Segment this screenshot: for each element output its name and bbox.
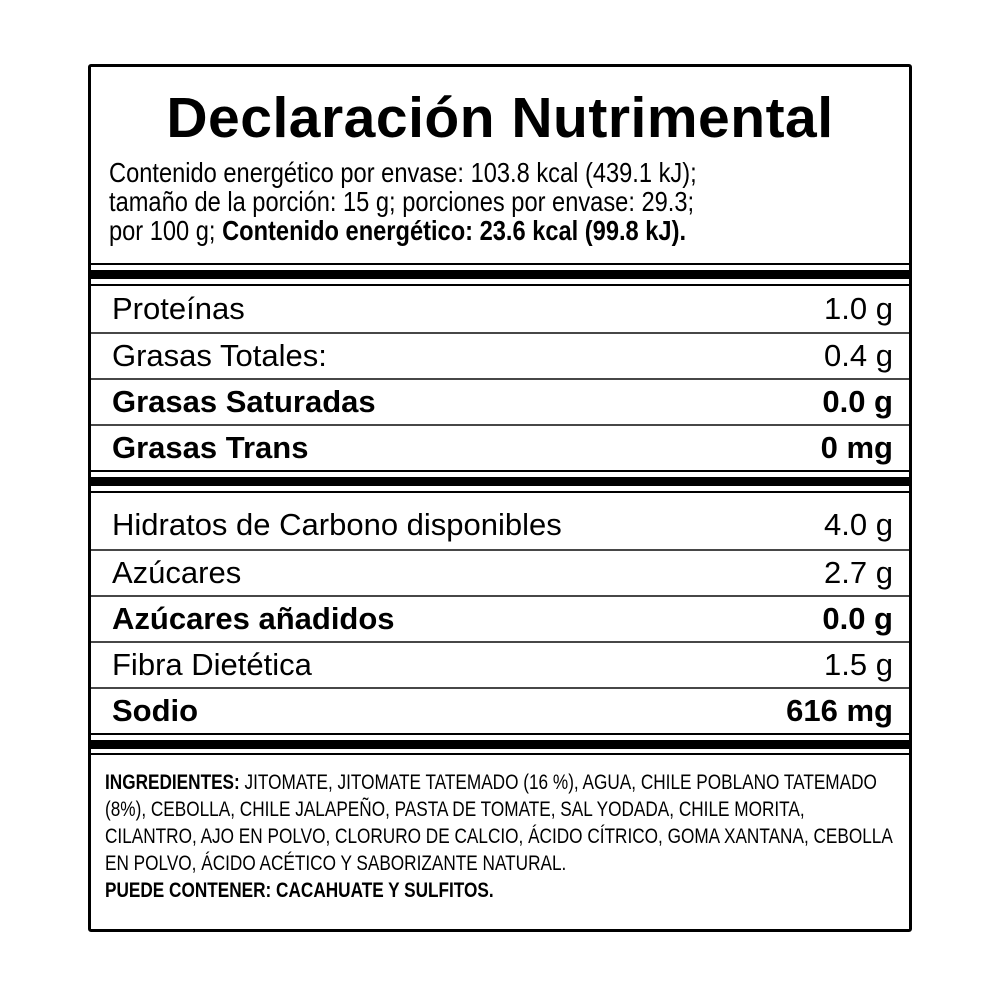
nutrient-value: 616 mg	[786, 692, 893, 728]
nutrient-row: Proteínas 1.0 g	[91, 286, 909, 332]
energy-summary: Contenido energético por envase: 103.8 k…	[109, 158, 797, 245]
nutrient-name: Grasas Trans	[112, 429, 309, 465]
nutrient-section-fats-proteins: Proteínas 1.0 g Grasas Totales: 0.4 g Gr…	[91, 283, 909, 472]
section-separator-bar	[91, 269, 909, 279]
energy-line-per-100g: por 100 g; Contenido energético: 23.6 kc…	[109, 216, 797, 245]
section-separator-bar	[91, 476, 909, 486]
nutrient-value: 0.0 g	[822, 600, 893, 636]
nutrient-row: Sodio 616 mg	[91, 686, 909, 733]
nutrient-name: Grasas Saturadas	[112, 383, 376, 419]
nutrient-row: Hidratos de Carbono disponibles 4.0 g	[91, 493, 909, 549]
nutrient-row: Azúcares añadidos 0.0 g	[91, 594, 909, 641]
nutrient-name: Proteínas	[112, 290, 245, 326]
nutrient-name: Fibra Dietética	[112, 646, 312, 682]
nutrient-value: 1.5 g	[824, 646, 893, 682]
ingredients-heading: INGREDIENTES:	[105, 769, 240, 794]
nutrient-name: Hidratos de Carbono disponibles	[112, 506, 562, 542]
ingredients-divider-line	[91, 752, 909, 755]
ingredients-text-wrap: INGREDIENTES: JITOMATE, JITOMATE TATEMAD…	[105, 769, 893, 904]
label-title: Declaración Nutrimental	[166, 86, 834, 150]
nutrient-value: 1.0 g	[824, 290, 893, 326]
nutrient-value: 0 mg	[820, 429, 893, 465]
ingredients-block: INGREDIENTES: JITOMATE, JITOMATE TATEMAD…	[105, 769, 893, 904]
nutrient-row: Azúcares 2.7 g	[91, 548, 909, 595]
energy-line-serving: tamaño de la porción: 15 g; porciones po…	[109, 185, 695, 217]
header-divider-line	[91, 262, 909, 265]
nutrient-row: Grasas Saturadas 0.0 g	[91, 377, 909, 424]
nutrient-row: Fibra Dietética 1.5 g	[91, 640, 909, 687]
nutrient-value: 4.0 g	[824, 506, 893, 542]
nutrition-label: Declaración Nutrimental Contenido energé…	[88, 64, 912, 932]
allergen-statement: PUEDE CONTENER: CACAHUATE Y SULFITOS.	[105, 877, 494, 902]
nutrient-name: Grasas Totales:	[112, 337, 327, 373]
energy-line-per-package: Contenido energético por envase: 103.8 k…	[109, 156, 697, 188]
nutrient-section-carbs-sodium: Hidratos de Carbono disponibles 4.0 g Az…	[91, 490, 909, 735]
ingredients-list: JITOMATE, JITOMATE TATEMADO (16 %), AGUA…	[105, 769, 892, 875]
nutrient-value: 2.7 g	[824, 554, 893, 590]
nutrient-name: Sodio	[112, 692, 199, 728]
energy-per-100g-value: Contenido energético: 23.6 kcal (99.8 kJ…	[222, 214, 687, 246]
nutrient-name: Azúcares añadidos	[112, 600, 395, 636]
nutrient-name: Azúcares	[112, 554, 242, 590]
energy-per-100g-prefix: por 100 g;	[109, 214, 223, 246]
section-separator-bar	[91, 739, 909, 749]
nutrient-value: 0.4 g	[824, 337, 893, 373]
nutrient-value: 0.0 g	[822, 383, 893, 419]
nutrient-row: Grasas Trans 0 mg	[91, 423, 909, 470]
nutrient-row: Grasas Totales: 0.4 g	[91, 331, 909, 378]
